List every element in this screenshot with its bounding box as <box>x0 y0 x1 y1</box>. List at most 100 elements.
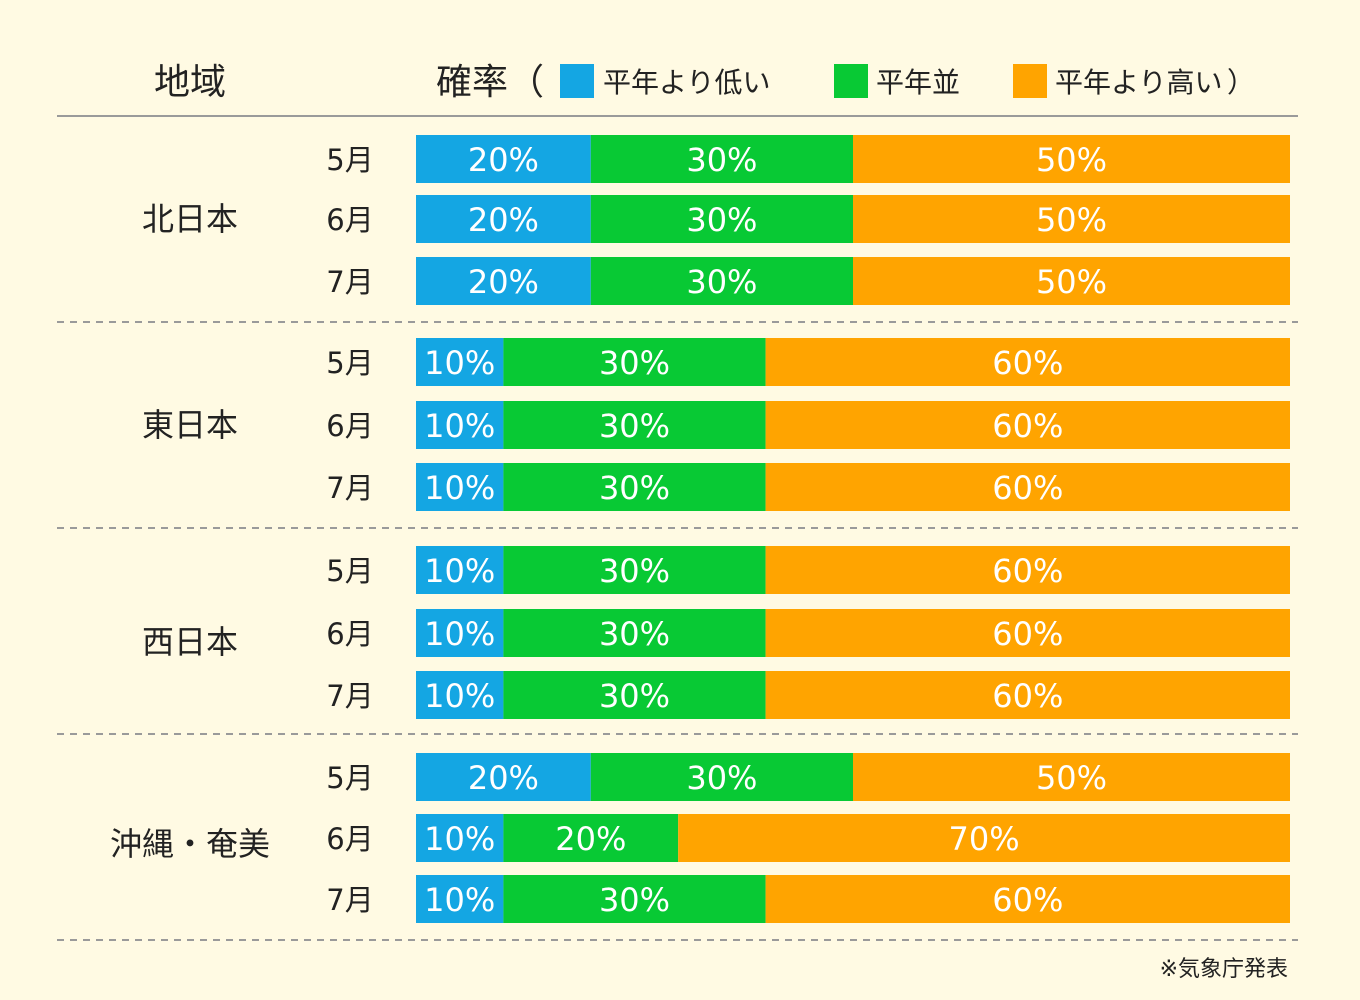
bar-value-label: 50% <box>1036 759 1107 797</box>
month-label: 5月 <box>326 761 373 795</box>
bar-value-label: 60% <box>992 677 1063 715</box>
month-label: 6月 <box>326 409 373 443</box>
bar-value-label: 50% <box>1036 141 1107 179</box>
bar-segment-normal <box>590 257 853 305</box>
region-label: 東日本 <box>142 406 238 444</box>
month-label: 7月 <box>326 265 373 299</box>
bar-value-label: 30% <box>599 407 670 445</box>
header-region: 地域 <box>154 62 226 103</box>
bar-value-label: 30% <box>686 141 757 179</box>
month-label: 7月 <box>326 471 373 505</box>
bar-value-label: 70% <box>949 820 1020 858</box>
bar-value-label: 30% <box>599 615 670 653</box>
bar-segment-low <box>416 753 591 801</box>
bar-value-label: 30% <box>686 759 757 797</box>
bar-segment-high <box>765 401 1290 449</box>
bar-segment-low <box>416 875 504 923</box>
bar-segment-normal <box>503 814 679 862</box>
bar-segment-low <box>416 195 591 243</box>
bar-segment-high <box>853 257 1290 305</box>
month-label: 6月 <box>326 822 373 856</box>
month-label: 7月 <box>326 883 373 917</box>
bar-segment-normal <box>503 671 766 719</box>
bar-segment-normal <box>590 135 853 183</box>
bar-value-label: 30% <box>599 344 670 382</box>
bar-value-label: 60% <box>992 615 1063 653</box>
bar-segment-normal <box>590 195 853 243</box>
header-probability: 確率（ <box>436 62 544 103</box>
bar-value-label: 60% <box>992 881 1063 919</box>
month-label: 6月 <box>326 617 373 651</box>
bar-segment-low <box>416 338 504 386</box>
source-note: ※気象庁発表 <box>1160 957 1288 982</box>
bar-segment-low <box>416 814 504 862</box>
bar-segment-high <box>853 195 1290 243</box>
bar-segment-high <box>765 338 1290 386</box>
bar-value-label: 30% <box>686 263 757 301</box>
bar-segment-low <box>416 257 591 305</box>
bar-value-label: 50% <box>1036 263 1107 301</box>
bar-segment-low <box>416 401 504 449</box>
bar-value-label: 10% <box>424 469 495 507</box>
bar-segment-normal <box>590 753 853 801</box>
legend-label-high: 平年より高い <box>1055 66 1222 99</box>
bar-value-label: 10% <box>424 677 495 715</box>
bar-value-label: 20% <box>555 820 626 858</box>
bar-segment-high <box>765 546 1290 594</box>
bar-value-label: 30% <box>686 201 757 239</box>
bar-segment-low <box>416 463 504 511</box>
bar-segment-low <box>416 609 504 657</box>
legend-close-paren: ） <box>1227 66 1255 99</box>
bar-value-label: 10% <box>424 552 495 590</box>
bar-value-label: 10% <box>424 344 495 382</box>
bar-value-label: 20% <box>468 263 539 301</box>
legend-swatch-normal <box>834 64 868 98</box>
legend-label-low: 平年より低い <box>603 66 770 99</box>
chart-rows: 北日本 5月 20% 30% 50% 6月 20% 30% 50% 7月 20% 30% 50% 東日本 5… <box>57 135 1298 941</box>
bar-segment-low <box>416 546 504 594</box>
bar-value-label: 30% <box>599 677 670 715</box>
legend-swatch-low <box>560 64 594 98</box>
month-label: 7月 <box>326 679 373 713</box>
bar-value-label: 20% <box>468 201 539 239</box>
region-label: 北日本 <box>142 200 238 238</box>
legend-label-normal: 平年並 <box>876 66 960 99</box>
bar-value-label: 60% <box>992 344 1063 382</box>
bar-segment-high <box>765 609 1290 657</box>
bar-segment-normal <box>503 463 766 511</box>
region-label: 西日本 <box>142 623 238 661</box>
bar-value-label: 10% <box>424 881 495 919</box>
bar-value-label: 60% <box>992 552 1063 590</box>
bar-segment-high <box>765 875 1290 923</box>
month-label: 6月 <box>326 203 373 237</box>
bar-value-label: 50% <box>1036 201 1107 239</box>
bar-value-label: 10% <box>424 407 495 445</box>
bar-value-label: 20% <box>468 141 539 179</box>
month-label: 5月 <box>326 346 373 380</box>
bar-value-label: 60% <box>992 469 1063 507</box>
bar-value-label: 30% <box>599 469 670 507</box>
bar-value-label: 30% <box>599 552 670 590</box>
bar-segment-normal <box>503 546 766 594</box>
bar-segment-normal <box>503 875 766 923</box>
bar-segment-high <box>678 814 1290 862</box>
bar-segment-high <box>765 463 1290 511</box>
month-label: 5月 <box>326 143 373 177</box>
bar-value-label: 10% <box>424 615 495 653</box>
bar-segment-normal <box>503 338 766 386</box>
bar-value-label: 30% <box>599 881 670 919</box>
bar-value-label: 20% <box>468 759 539 797</box>
bar-segment-high <box>853 135 1290 183</box>
bar-value-label: 10% <box>424 820 495 858</box>
bar-segment-low <box>416 671 504 719</box>
legend-swatch-high <box>1013 64 1047 98</box>
bar-value-label: 60% <box>992 407 1063 445</box>
bar-segment-normal <box>503 609 766 657</box>
region-label: 沖縄・奄美 <box>110 825 270 863</box>
bar-segment-low <box>416 135 591 183</box>
bar-segment-normal <box>503 401 766 449</box>
bar-segment-high <box>853 753 1290 801</box>
month-label: 5月 <box>326 554 373 588</box>
bar-segment-high <box>765 671 1290 719</box>
